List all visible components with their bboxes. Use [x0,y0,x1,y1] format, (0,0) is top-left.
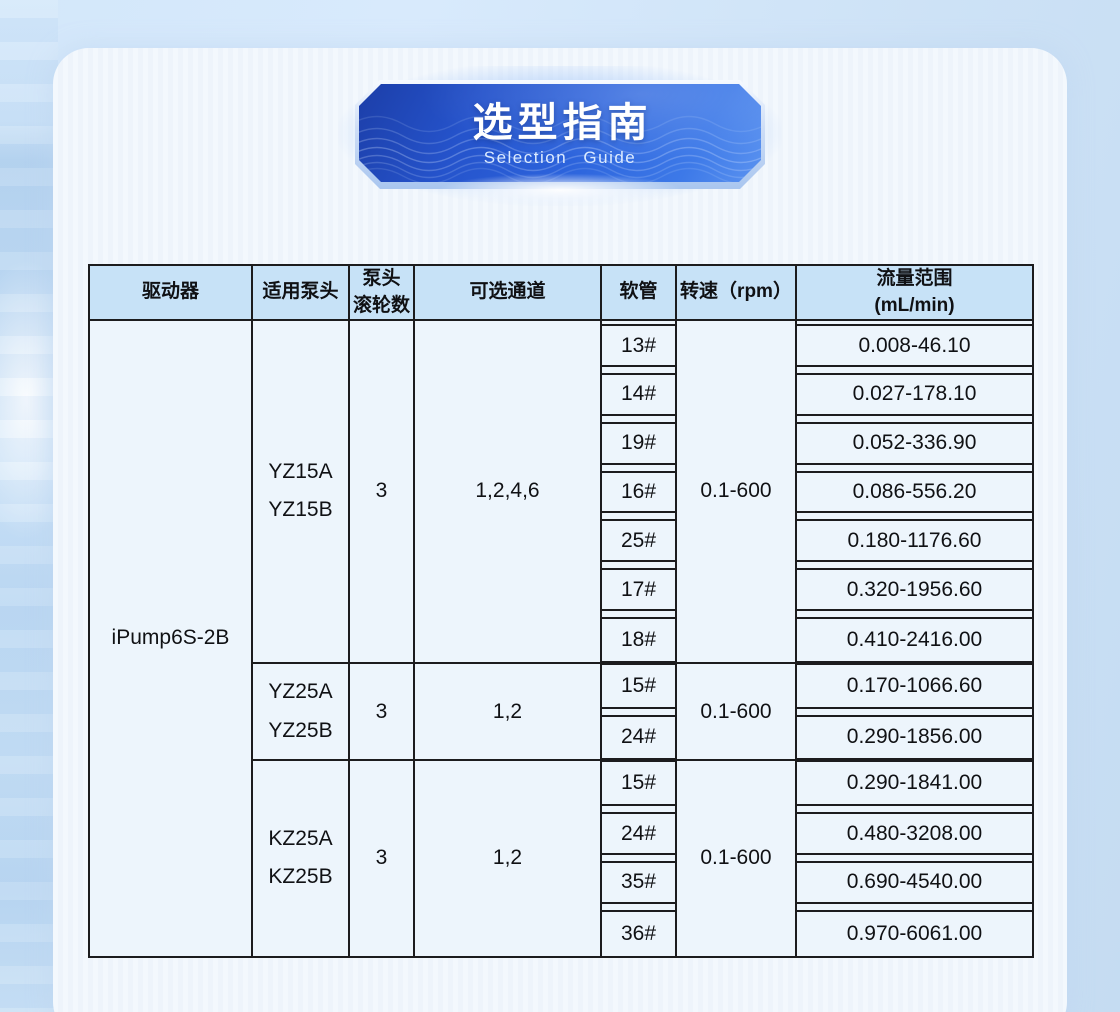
table-row: iPump6S-2B YZ15A YZ15B 3 1,2,4,6 13# 0.1… [88,319,1034,958]
flow-cell: 0.052-336.90 [795,418,1034,468]
rollers-cell: 3 [348,319,415,664]
tube-cell: 15# [600,662,677,712]
tube-cell: 19# [600,418,677,468]
flow-cell: 0.180-1176.60 [795,516,1034,566]
banner-text-stack: 选型指南 Selection Guide [359,84,761,182]
pump-head-cell: YZ15A YZ15B [251,319,350,664]
tube-cell: 36# [600,906,677,958]
flow-cell: 0.480-3208.00 [795,809,1034,858]
table-row: 19# 0.052-336.90 [89,418,1034,468]
tube-cell: 24# [600,809,677,858]
left-photo-strip [0,0,86,1012]
page-title: 选型指南 [472,100,653,145]
page-subtitle: Selection Guide [483,147,637,167]
table-row: 17# 0.320-1956.60 [89,565,1034,614]
rollers-cell: 3 [348,661,415,762]
header-channels: 可选通道 [413,263,602,322]
driver-cell: iPump6S-2B [88,319,253,958]
header-pump-head: 适用泵头 [251,263,350,322]
table-row: 35# 0.690-4540.00 [89,857,1034,907]
table-row: 14# 0.027-178.10 [89,369,1034,419]
header-driver: 驱动器 [88,263,253,322]
flow-cell: 0.410-2416.00 [795,613,1034,663]
banner-frame: 选型指南 Selection Guide [355,80,765,189]
selection-guide-table: 驱动器 适用泵头 泵头 滚轮数 可选通道 软管 转速（rpm） 流量范围 (mL… [88,263,1034,958]
flow-cell: 0.970-6061.00 [795,906,1034,958]
tube-cell: 18# [600,613,677,663]
header-tube: 软管 [600,263,677,322]
banner-sheen [359,84,761,182]
header-rollers: 泵头 滚轮数 [348,263,415,322]
rollers-cell: 3 [348,759,415,958]
flow-cell: 0.008-46.10 [795,320,1034,370]
pump-head-cell: KZ25A KZ25B [251,759,350,958]
pump-head-cell: YZ25A YZ25B [251,661,350,762]
channels-cell: 1,2 [413,759,602,958]
banner-panel: 选型指南 Selection Guide [359,84,761,182]
flow-cell: 0.170-1066.60 [795,662,1034,712]
tube-cell: 15# [600,760,677,810]
table-row: 24# 0.480-3208.00 [89,809,1034,858]
tube-cell: 35# [600,857,677,907]
header-speed: 转速（rpm） [675,263,797,322]
speed-cell: 0.1-600 [675,661,797,762]
channels-cell: 1,2,4,6 [413,319,602,664]
tube-cell: 24# [600,711,677,761]
tube-cell: 17# [600,565,677,614]
flow-cell: 0.027-178.10 [795,369,1034,419]
flow-cell: 0.690-4540.00 [795,857,1034,907]
tube-cell: 16# [600,467,677,517]
table-row: YZ25A YZ25B 3 1,2 15# 0.1-600 0.170-1066… [89,661,1034,762]
flow-cell: 0.290-1856.00 [795,711,1034,761]
header-flow: 流量范围 (mL/min) [795,263,1034,322]
tube-cell: 13# [600,320,677,370]
tube-cell: 25# [600,516,677,566]
speed-cell: 0.1-600 [675,759,797,958]
flow-cell: 0.320-1956.60 [795,565,1034,614]
table-row: 18# 0.410-2416.00 [89,613,1034,663]
channels-cell: 1,2 [413,661,602,762]
flow-cell: 0.290-1841.00 [795,760,1034,810]
table-row: 25# 0.180-1176.60 [89,516,1034,566]
tube-cell: 14# [600,369,677,419]
banner-underglow [428,172,692,208]
table-row: 36# 0.970-6061.00 [89,906,1034,958]
table-row: 16# 0.086-556.20 [89,467,1034,517]
table-row: KZ25A KZ25B 3 1,2 15# 0.1-600 0.290-1841… [89,759,1034,958]
speed-cell: 0.1-600 [675,319,797,664]
table-row: 24# 0.290-1856.00 [89,711,1034,761]
flow-cell: 0.086-556.20 [795,467,1034,517]
table-header-row: 驱动器 适用泵头 泵头 滚轮数 可选通道 软管 转速（rpm） 流量范围 (mL… [88,263,1034,322]
